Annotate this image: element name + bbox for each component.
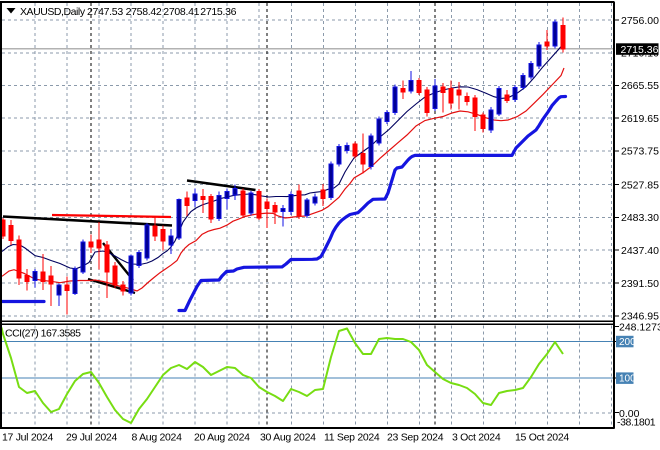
svg-text:-38.1801: -38.1801 — [617, 417, 656, 429]
svg-text:2665.55: 2665.55 — [621, 80, 659, 92]
svg-text:2527.85: 2527.85 — [621, 179, 659, 191]
svg-text:248.1273: 248.1273 — [619, 321, 660, 333]
svg-text:2619.65: 2619.65 — [621, 113, 659, 125]
svg-text:2437.40: 2437.40 — [621, 245, 659, 257]
svg-text:8 Aug 2024: 8 Aug 2024 — [132, 432, 183, 444]
svg-text:200: 200 — [619, 337, 636, 348]
svg-text:2346.95: 2346.95 — [621, 311, 659, 323]
svg-text:2483.30: 2483.30 — [621, 212, 659, 224]
svg-text:2756.00: 2756.00 — [621, 15, 659, 27]
svg-text:17 Jul 2024: 17 Jul 2024 — [2, 432, 53, 444]
svg-text:15 Oct 2024: 15 Oct 2024 — [515, 432, 569, 444]
svg-text:2758.42: 2758.42 — [126, 6, 162, 18]
svg-text:30 Aug 2024: 30 Aug 2024 — [260, 432, 316, 444]
svg-text:2708.41: 2708.41 — [163, 6, 199, 18]
svg-text:11 Sep 2024: 11 Sep 2024 — [324, 432, 380, 444]
svg-text:2573.75: 2573.75 — [621, 146, 659, 158]
svg-text:0.00: 0.00 — [619, 408, 640, 420]
svg-text:23 Sep 2024: 23 Sep 2024 — [387, 432, 444, 444]
svg-text:XAUUSD,Daily: XAUUSD,Daily — [20, 6, 86, 18]
svg-text:29 Jul 2024: 29 Jul 2024 — [66, 432, 117, 444]
svg-text:100: 100 — [619, 374, 636, 385]
svg-text:2715.36: 2715.36 — [200, 6, 236, 18]
svg-text:CCI(27) 167.3585: CCI(27) 167.3585 — [5, 328, 81, 340]
svg-text:2391.50: 2391.50 — [621, 278, 659, 290]
svg-text:2715.36: 2715.36 — [621, 44, 659, 56]
svg-text:2747.53: 2747.53 — [87, 6, 123, 18]
svg-text:3 Oct 2024: 3 Oct 2024 — [452, 432, 501, 444]
svg-text:20 Aug 2024: 20 Aug 2024 — [194, 432, 250, 444]
